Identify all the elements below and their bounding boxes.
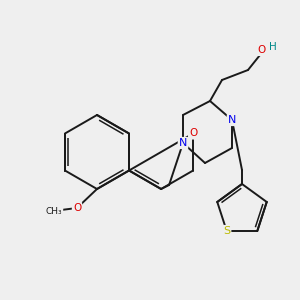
- Text: O: O: [257, 45, 265, 55]
- Text: CH₃: CH₃: [46, 206, 62, 215]
- Text: N: N: [179, 138, 187, 148]
- Text: H: H: [269, 42, 277, 52]
- Text: S: S: [223, 226, 230, 236]
- Text: O: O: [189, 128, 197, 139]
- Text: N: N: [228, 115, 236, 125]
- Text: O: O: [73, 203, 81, 213]
